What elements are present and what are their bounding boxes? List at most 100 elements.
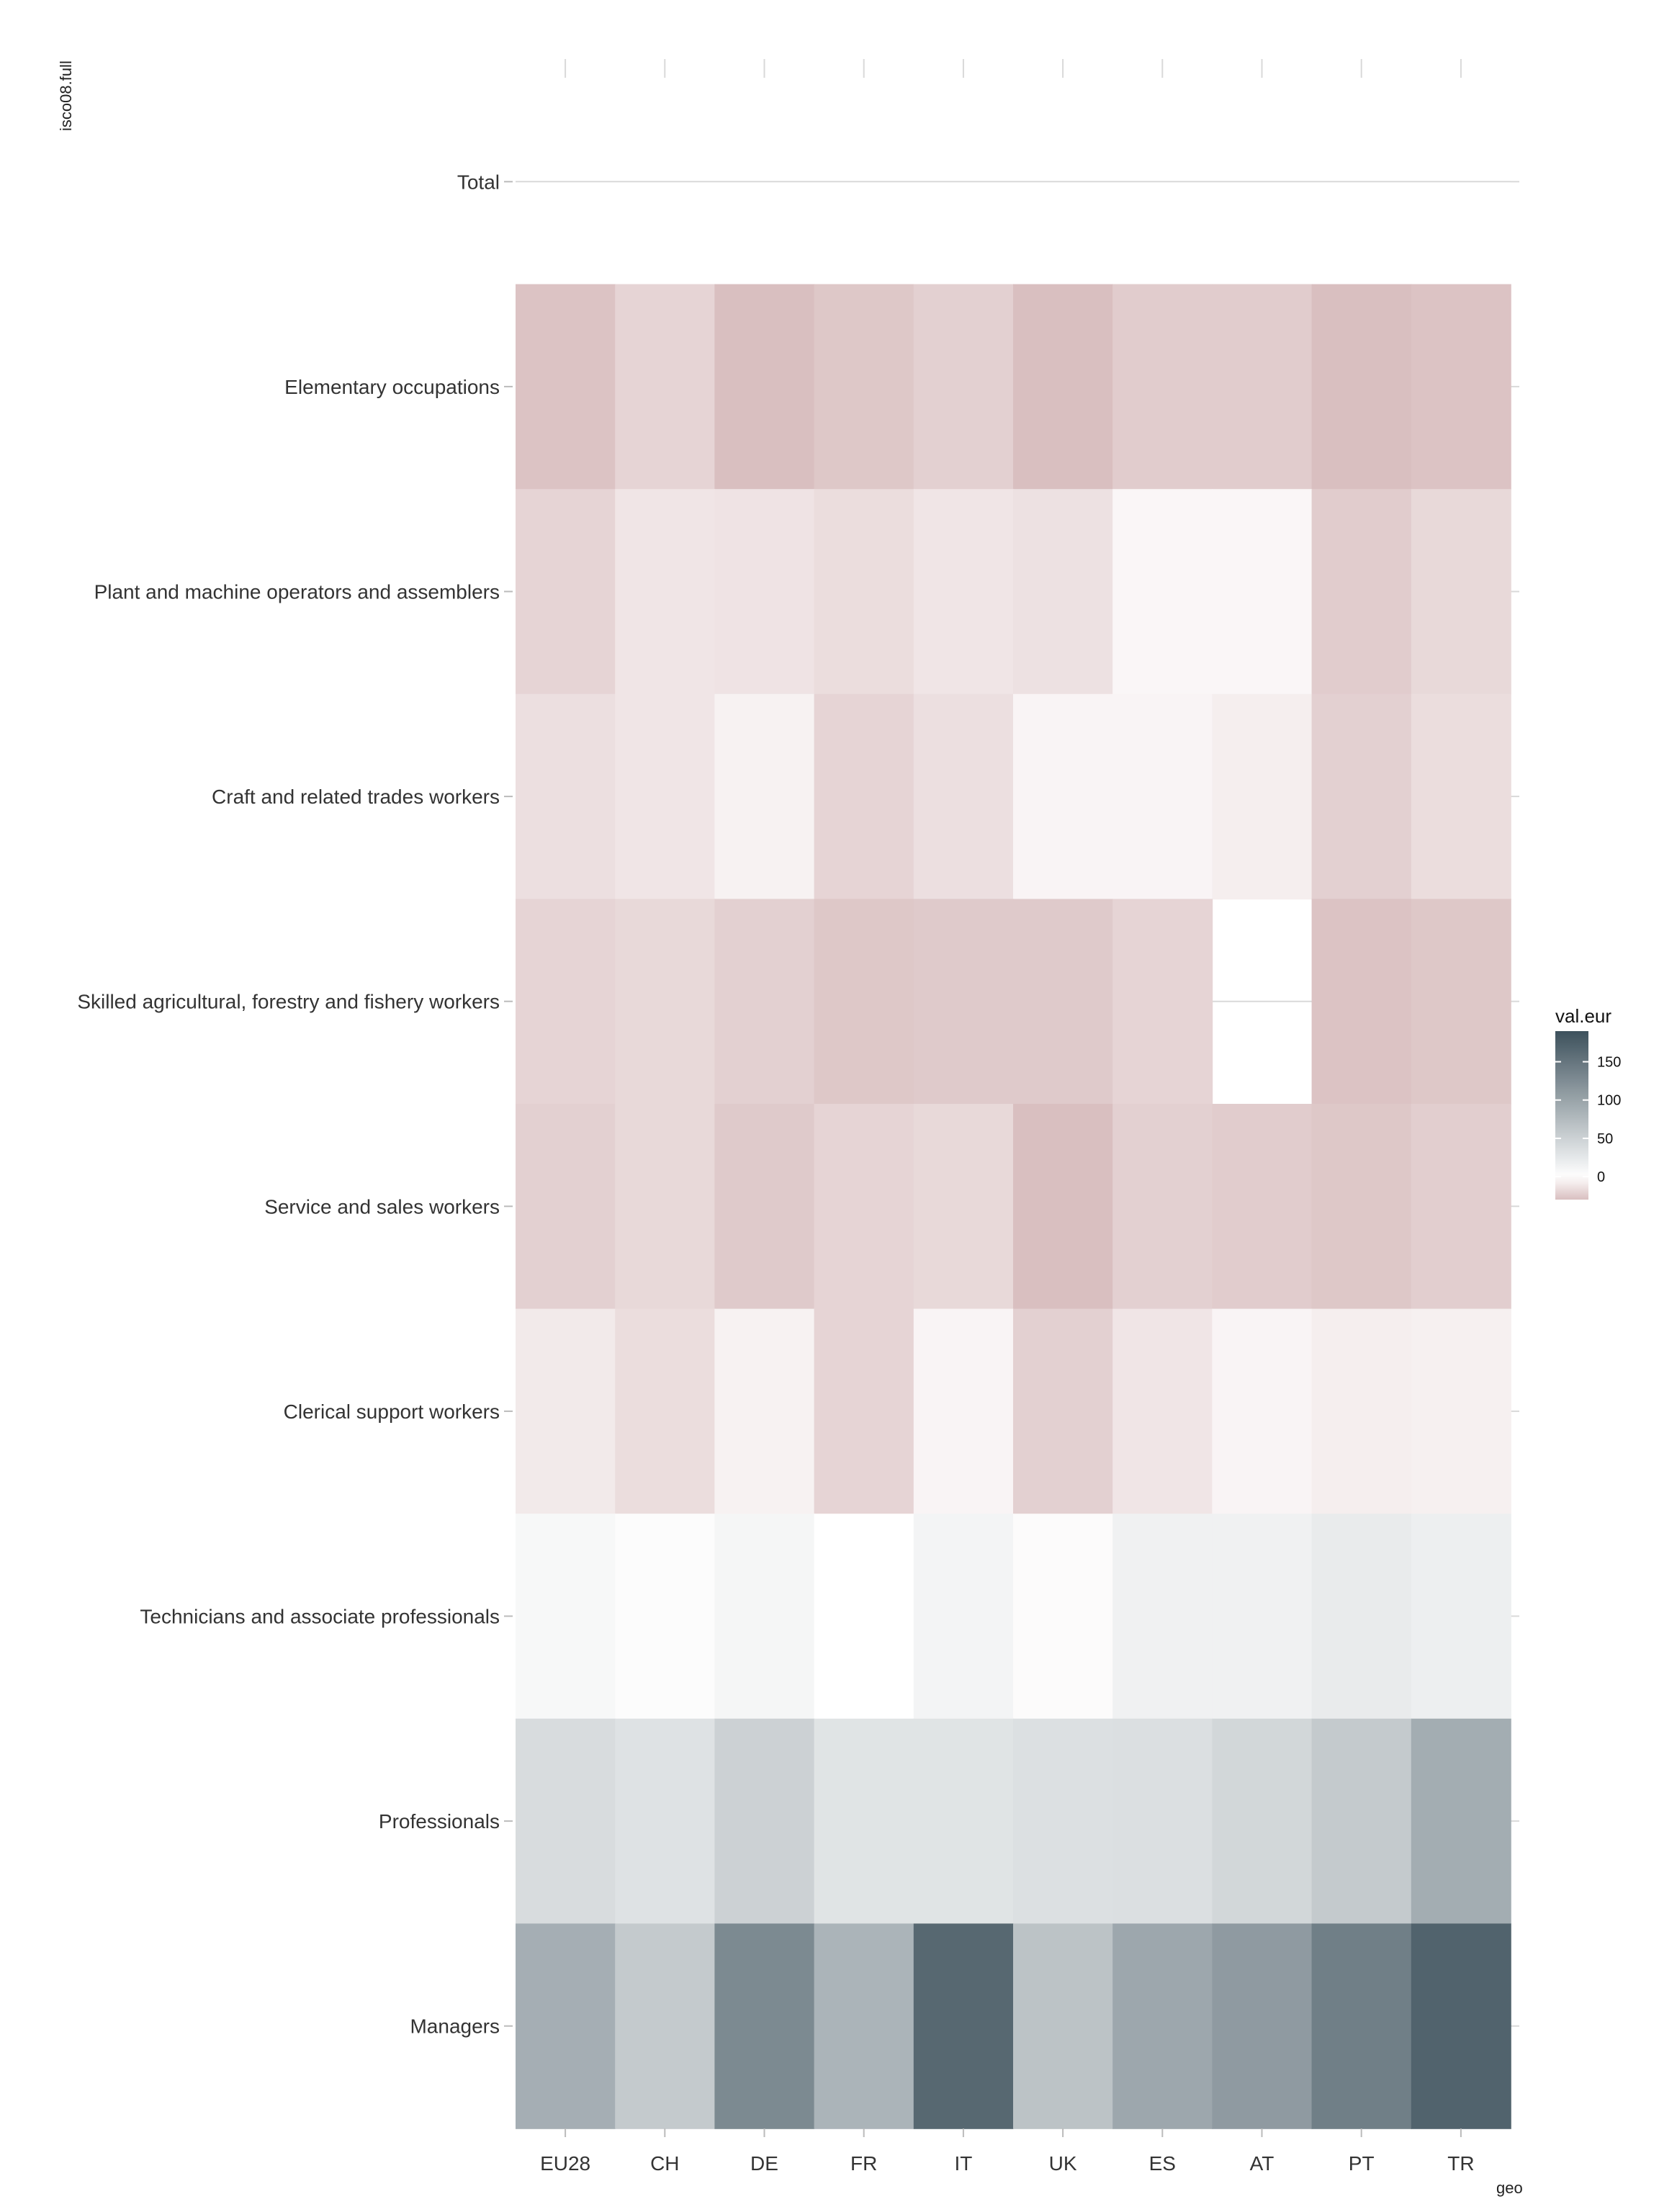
heatmap-cell <box>814 1718 914 1925</box>
heatmap-cell <box>1212 693 1313 900</box>
heatmap-cell <box>1212 1923 1313 2129</box>
heatmap-cell <box>714 693 815 900</box>
heatmap-cell <box>1112 489 1213 695</box>
heatmap-cell <box>1112 899 1213 1105</box>
x-tick-label: TR <box>1447 2152 1474 2175</box>
heatmap-cell <box>1013 693 1113 900</box>
heatmap-cell <box>814 1923 914 2129</box>
heatmap-cell <box>1311 284 1412 490</box>
heatmap-cell <box>1411 284 1511 490</box>
legend-tick-label: 100 <box>1597 1093 1621 1109</box>
heatmap-cell <box>516 489 616 695</box>
heatmap-cell <box>516 1718 616 1925</box>
heatmap-cell <box>1311 1718 1412 1925</box>
y-tick-label: Clerical support workers <box>284 1401 500 1423</box>
heatmap-cell <box>516 693 616 900</box>
heatmap-cell <box>714 1308 815 1514</box>
heatmap-cell <box>913 284 1014 490</box>
heatmap-cell <box>814 1514 914 1719</box>
heatmap-cell <box>1212 1104 1313 1310</box>
heatmap-cell <box>714 1514 815 1719</box>
heatmap-cell <box>615 693 716 900</box>
heatmap-cell <box>1013 1308 1113 1514</box>
heatmap-cell <box>1311 693 1412 900</box>
y-tick-label: Skilled agricultural, forestry and fishe… <box>77 991 500 1013</box>
heatmap-cell <box>516 284 616 490</box>
x-tick-label: IT <box>954 2152 972 2175</box>
x-tick-label: AT <box>1250 2152 1274 2175</box>
y-tick-label: Elementary occupations <box>284 376 500 398</box>
legend-title: val.eur <box>1555 1005 1611 1027</box>
heatmap-cell <box>913 693 1014 900</box>
heatmap-cell <box>1311 899 1412 1105</box>
y-axis: Total Elementary occupations Plant and mac… <box>77 171 513 2038</box>
y-tick-label: Plant and machine operators and assemble… <box>94 581 500 603</box>
heatmap-cell <box>516 899 616 1105</box>
heatmap-cell <box>1311 489 1412 695</box>
x-tick-label: CH <box>650 2152 679 2175</box>
heatmap-cell <box>615 1104 716 1310</box>
heatmap-cell <box>1112 284 1213 490</box>
heatmap-cell <box>1112 1514 1213 1719</box>
heatmap-cell <box>1013 1104 1113 1310</box>
heatmap-cell <box>1411 1308 1511 1514</box>
heatmap-cell <box>814 899 914 1105</box>
heatmap-cells <box>516 284 1511 2129</box>
heatmap-cell <box>615 1514 716 1719</box>
y-tick-label: Professionals <box>379 1810 500 1833</box>
heatmap-cell <box>1411 1718 1511 1925</box>
heatmap-cell <box>1311 1514 1412 1719</box>
heatmap-cell <box>615 284 716 490</box>
heatmap-cell <box>1212 1308 1313 1514</box>
heatmap-cell <box>913 1308 1014 1514</box>
heatmap-cell <box>1013 284 1113 490</box>
legend-tick-label: 150 <box>1597 1055 1621 1071</box>
heatmap-cell <box>814 489 914 695</box>
heatmap-cell <box>1212 1514 1313 1719</box>
x-tick-label: ES <box>1149 2152 1176 2175</box>
legend-tick-label: 0 <box>1597 1169 1605 1185</box>
heatmap-cell <box>1112 1923 1213 2129</box>
heatmap-cell <box>814 1308 914 1514</box>
heatmap-cell <box>1013 1923 1113 2129</box>
y-axis-title: isco08.full <box>57 60 75 131</box>
heatmap-cell <box>1212 284 1313 490</box>
heatmap-cell <box>615 1718 716 1925</box>
heatmap-cell <box>615 899 716 1105</box>
heatmap-cell <box>913 1104 1014 1310</box>
heatmap-cell <box>714 899 815 1105</box>
heatmap-cell <box>1311 1308 1412 1514</box>
heatmap-cell <box>913 1718 1014 1925</box>
heatmap-cell <box>615 489 716 695</box>
heatmap-cell <box>1212 1718 1313 1925</box>
heatmap-cell <box>1411 693 1511 900</box>
heatmap-cell <box>1112 1104 1213 1310</box>
heatmap-cell <box>1112 1718 1213 1925</box>
y-tick-label: Technicians and associate professionals <box>140 1606 500 1628</box>
heatmap-cell <box>1212 489 1313 695</box>
x-tick-label: PT <box>1349 2152 1375 2175</box>
heatmap-cell <box>1411 1514 1511 1719</box>
heatmap-cell <box>714 1718 815 1925</box>
heatmap-cell <box>1411 1104 1511 1310</box>
heatmap-cell <box>1013 1514 1113 1719</box>
heatmap-cell <box>714 1104 815 1310</box>
heatmap-cell <box>714 489 815 695</box>
heatmap-cell <box>516 1514 616 1719</box>
y-tick-label: Managers <box>410 2015 500 2038</box>
y-tick-label: Service and sales workers <box>264 1195 500 1218</box>
heatmap-cell <box>1013 1718 1113 1925</box>
heatmap-cell <box>615 1308 716 1514</box>
heatmap-cell <box>1112 1308 1213 1514</box>
x-tick-label: EU28 <box>540 2152 590 2175</box>
x-axis-title: geo <box>1496 2179 1523 2197</box>
x-tick-label: UK <box>1049 2152 1077 2175</box>
heatmap-cell <box>1411 489 1511 695</box>
legend-tick-label: 50 <box>1597 1131 1613 1147</box>
heatmap-cell <box>516 1104 616 1310</box>
y-tick-label: Craft and related trades workers <box>212 786 500 808</box>
heatmap-cell <box>714 1923 815 2129</box>
heatmap-cell <box>1311 1104 1412 1310</box>
heatmap-cell <box>1112 693 1213 900</box>
